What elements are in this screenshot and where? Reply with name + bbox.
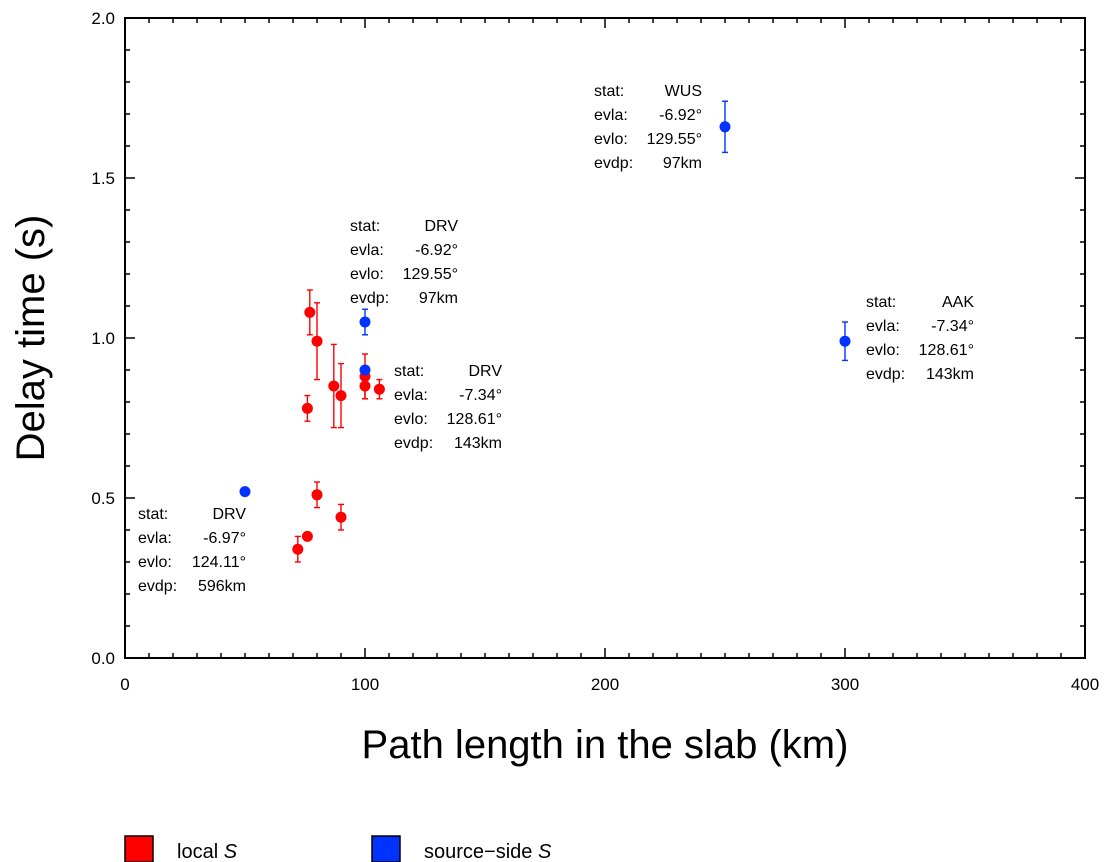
legend-swatch [371,835,401,862]
annotation-evdp-label: evdp: [394,435,433,452]
x-tick-label: 200 [591,675,619,694]
annotation-evla-label: evla: [394,387,428,404]
annotation-evdp-value: 143km [926,366,974,383]
local-s-point [301,530,313,542]
annotation-evdp-label: evdp: [866,366,905,383]
annotation-evla-value: -6.92° [415,242,458,259]
annotation-stat-value: DRV [213,506,247,523]
y-tick-label: 1.0 [91,329,115,348]
y-tick-label: 1.5 [91,169,115,188]
legend-label: source−side S [424,841,552,862]
annotation-stat-value: DRV [425,218,459,235]
annotation-evlo-value: 129.55° [647,131,702,148]
annotation-evla-value: -6.92° [659,107,702,124]
axis-labels: Path length in the slab (km) Delay time … [9,215,848,767]
x-tick-label: 100 [351,675,379,694]
legend-label: local S [177,841,238,862]
annotation-stat-value: DRV [469,363,503,380]
legend-label-text: source−side [424,841,538,862]
annotation-evlo-label: evlo: [138,554,172,571]
annotation-evlo-value: 128.61° [447,411,502,428]
annotation-evlo-value: 124.11° [192,554,246,571]
annotation-evla-value: -7.34° [459,387,502,404]
local-s-point [292,543,304,555]
local-s-point [335,511,347,523]
source-side-s-point [839,335,851,347]
x-axis-label: Path length in the slab (km) [362,723,849,767]
station-annotation: stat: WUS evla: -6.92° evlo: 129.55° evdp: 97km [594,83,702,172]
annotation-evla-label: evla: [350,242,384,259]
local-s-point [311,489,323,501]
annotation-stat-label: stat: [350,218,380,235]
annotation-stat-label: stat: [594,83,624,100]
annotation-evdp-label: evdp: [138,578,177,595]
station-annotation: stat: DRV evla: -6.97° evlo: 124.11° evdp: 596k… [138,506,246,595]
legend-label-text: local [177,841,224,862]
station-annotation: stat: AAK evla: -7.34° evlo: 128.61° evdp: 143k… [866,294,974,383]
source-side-s-point [359,364,371,376]
plot-axes: 0 100 200 300 400 0.0 0.5 1.0 1.5 2.0 [91,9,1099,694]
y-tick-label: 2.0 [91,9,115,28]
annotation-evdp-value: 143km [454,435,502,452]
local-s-point [304,306,316,318]
annotation-evdp-label: evdp: [594,155,633,172]
source-side-s-point [719,121,731,133]
annotation-evla-label: evla: [866,318,900,335]
station-annotation: stat: DRV evla: -6.92° evlo: 129.55° evdp: 97km [350,218,458,307]
data-points [239,121,851,555]
annotation-evdp-value: 596km [198,578,246,595]
annotation-stat-label: stat: [138,506,168,523]
local-s-point [328,380,340,392]
local-s-point [373,383,385,395]
annotation-stat-label: stat: [394,363,424,380]
annotation-evdp-label: evdp: [350,290,389,307]
x-tick-label: 0 [120,675,129,694]
x-tick-label: 400 [1071,675,1099,694]
error-bars [294,100,848,563]
source-side-s-point [359,316,371,328]
local-s-point [359,380,371,392]
legend-label-italic: S [538,841,552,862]
legend-label-italic: S [224,841,238,862]
annotation-stat-value: AAK [942,294,974,311]
annotation-evlo-label: evlo: [866,342,900,359]
station-annotations: stat: DRV evla: -6.97° evlo: 124.11° evdp: 596k… [138,83,974,595]
local-s-point [335,390,347,402]
y-tick-label: 0.5 [91,489,115,508]
annotation-evlo-label: evlo: [394,411,428,428]
annotation-evdp-value: 97km [663,155,702,172]
annotation-evla-label: evla: [138,530,172,547]
annotation-evlo-value: 129.55° [403,266,458,283]
annotation-evlo-label: evlo: [594,131,628,148]
y-axis-label: Delay time (s) [9,215,53,462]
source-side-s-point [239,486,251,498]
station-annotation: stat: DRV evla: -7.34° evlo: 128.61° evdp: 143k… [394,363,502,452]
annotation-stat-value: WUS [665,83,702,100]
x-tick-label: 300 [831,675,859,694]
annotation-evla-label: evla: [594,107,628,124]
y-tick-label: 0.0 [91,649,115,668]
annotation-stat-label: stat: [866,294,896,311]
local-s-point [301,402,313,414]
annotation-evlo-value: 128.61° [919,342,974,359]
annotation-evlo-label: evlo: [350,266,384,283]
local-s-point [311,335,323,347]
legend-swatch [124,835,154,862]
annotation-evdp-value: 97km [419,290,458,307]
annotation-evla-value: -7.34° [931,318,974,335]
annotation-evla-value: -6.97° [203,530,246,547]
